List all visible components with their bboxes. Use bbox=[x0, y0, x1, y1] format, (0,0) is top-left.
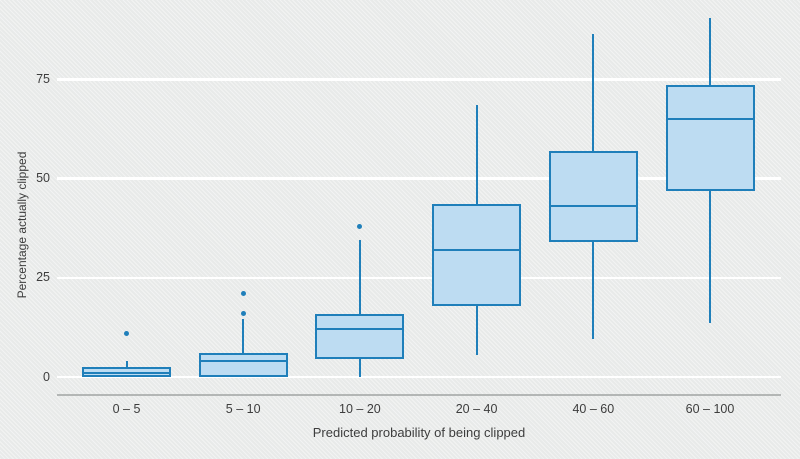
median-line bbox=[665, 118, 755, 121]
box-iqr bbox=[315, 313, 405, 360]
upper-whisker bbox=[475, 105, 478, 205]
upper-whisker bbox=[709, 18, 711, 86]
x-tick-label: 5 – 10 bbox=[225, 402, 261, 416]
upper-whisker bbox=[592, 33, 595, 151]
lower-whisker bbox=[592, 242, 595, 340]
outlier-dot bbox=[124, 330, 129, 336]
median-line bbox=[315, 328, 405, 331]
box-iqr bbox=[198, 353, 288, 377]
x-tick-label: 10 – 20 bbox=[339, 402, 381, 416]
box-iqr bbox=[432, 204, 522, 306]
x-axis-line bbox=[57, 393, 781, 396]
median-line bbox=[82, 372, 171, 375]
x-tick-label: 40 – 60 bbox=[572, 402, 615, 416]
y-axis-title: Percentage actually clipped bbox=[15, 151, 29, 299]
x-tick-label: 60 – 100 bbox=[685, 402, 735, 416]
y-tick-label: 25 bbox=[36, 270, 50, 285]
gridline bbox=[57, 375, 781, 379]
x-tick-label: 0 – 5 bbox=[112, 402, 141, 416]
box-iqr bbox=[548, 150, 638, 243]
outlier-dot bbox=[357, 223, 363, 229]
x-axis-title: Predicted probability of being clipped bbox=[312, 425, 526, 440]
gridline bbox=[57, 78, 781, 81]
y-tick-label: 75 bbox=[36, 71, 50, 86]
upper-whisker bbox=[125, 361, 128, 368]
gridline bbox=[57, 177, 781, 180]
gridline bbox=[57, 276, 781, 280]
outlier-dot bbox=[240, 291, 246, 297]
y-tick-label: 0 bbox=[43, 369, 50, 384]
median-line bbox=[432, 249, 522, 252]
median-line bbox=[548, 205, 638, 208]
upper-whisker bbox=[242, 319, 245, 354]
lower-whisker bbox=[475, 305, 478, 356]
median-line bbox=[198, 360, 288, 363]
y-tick-label: 50 bbox=[36, 171, 50, 186]
outlier-dot bbox=[240, 311, 246, 317]
upper-whisker bbox=[358, 240, 361, 314]
lower-whisker bbox=[709, 190, 711, 324]
lower-whisker bbox=[358, 359, 361, 377]
box-iqr bbox=[665, 85, 755, 191]
x-tick-label: 20 – 40 bbox=[455, 402, 498, 416]
